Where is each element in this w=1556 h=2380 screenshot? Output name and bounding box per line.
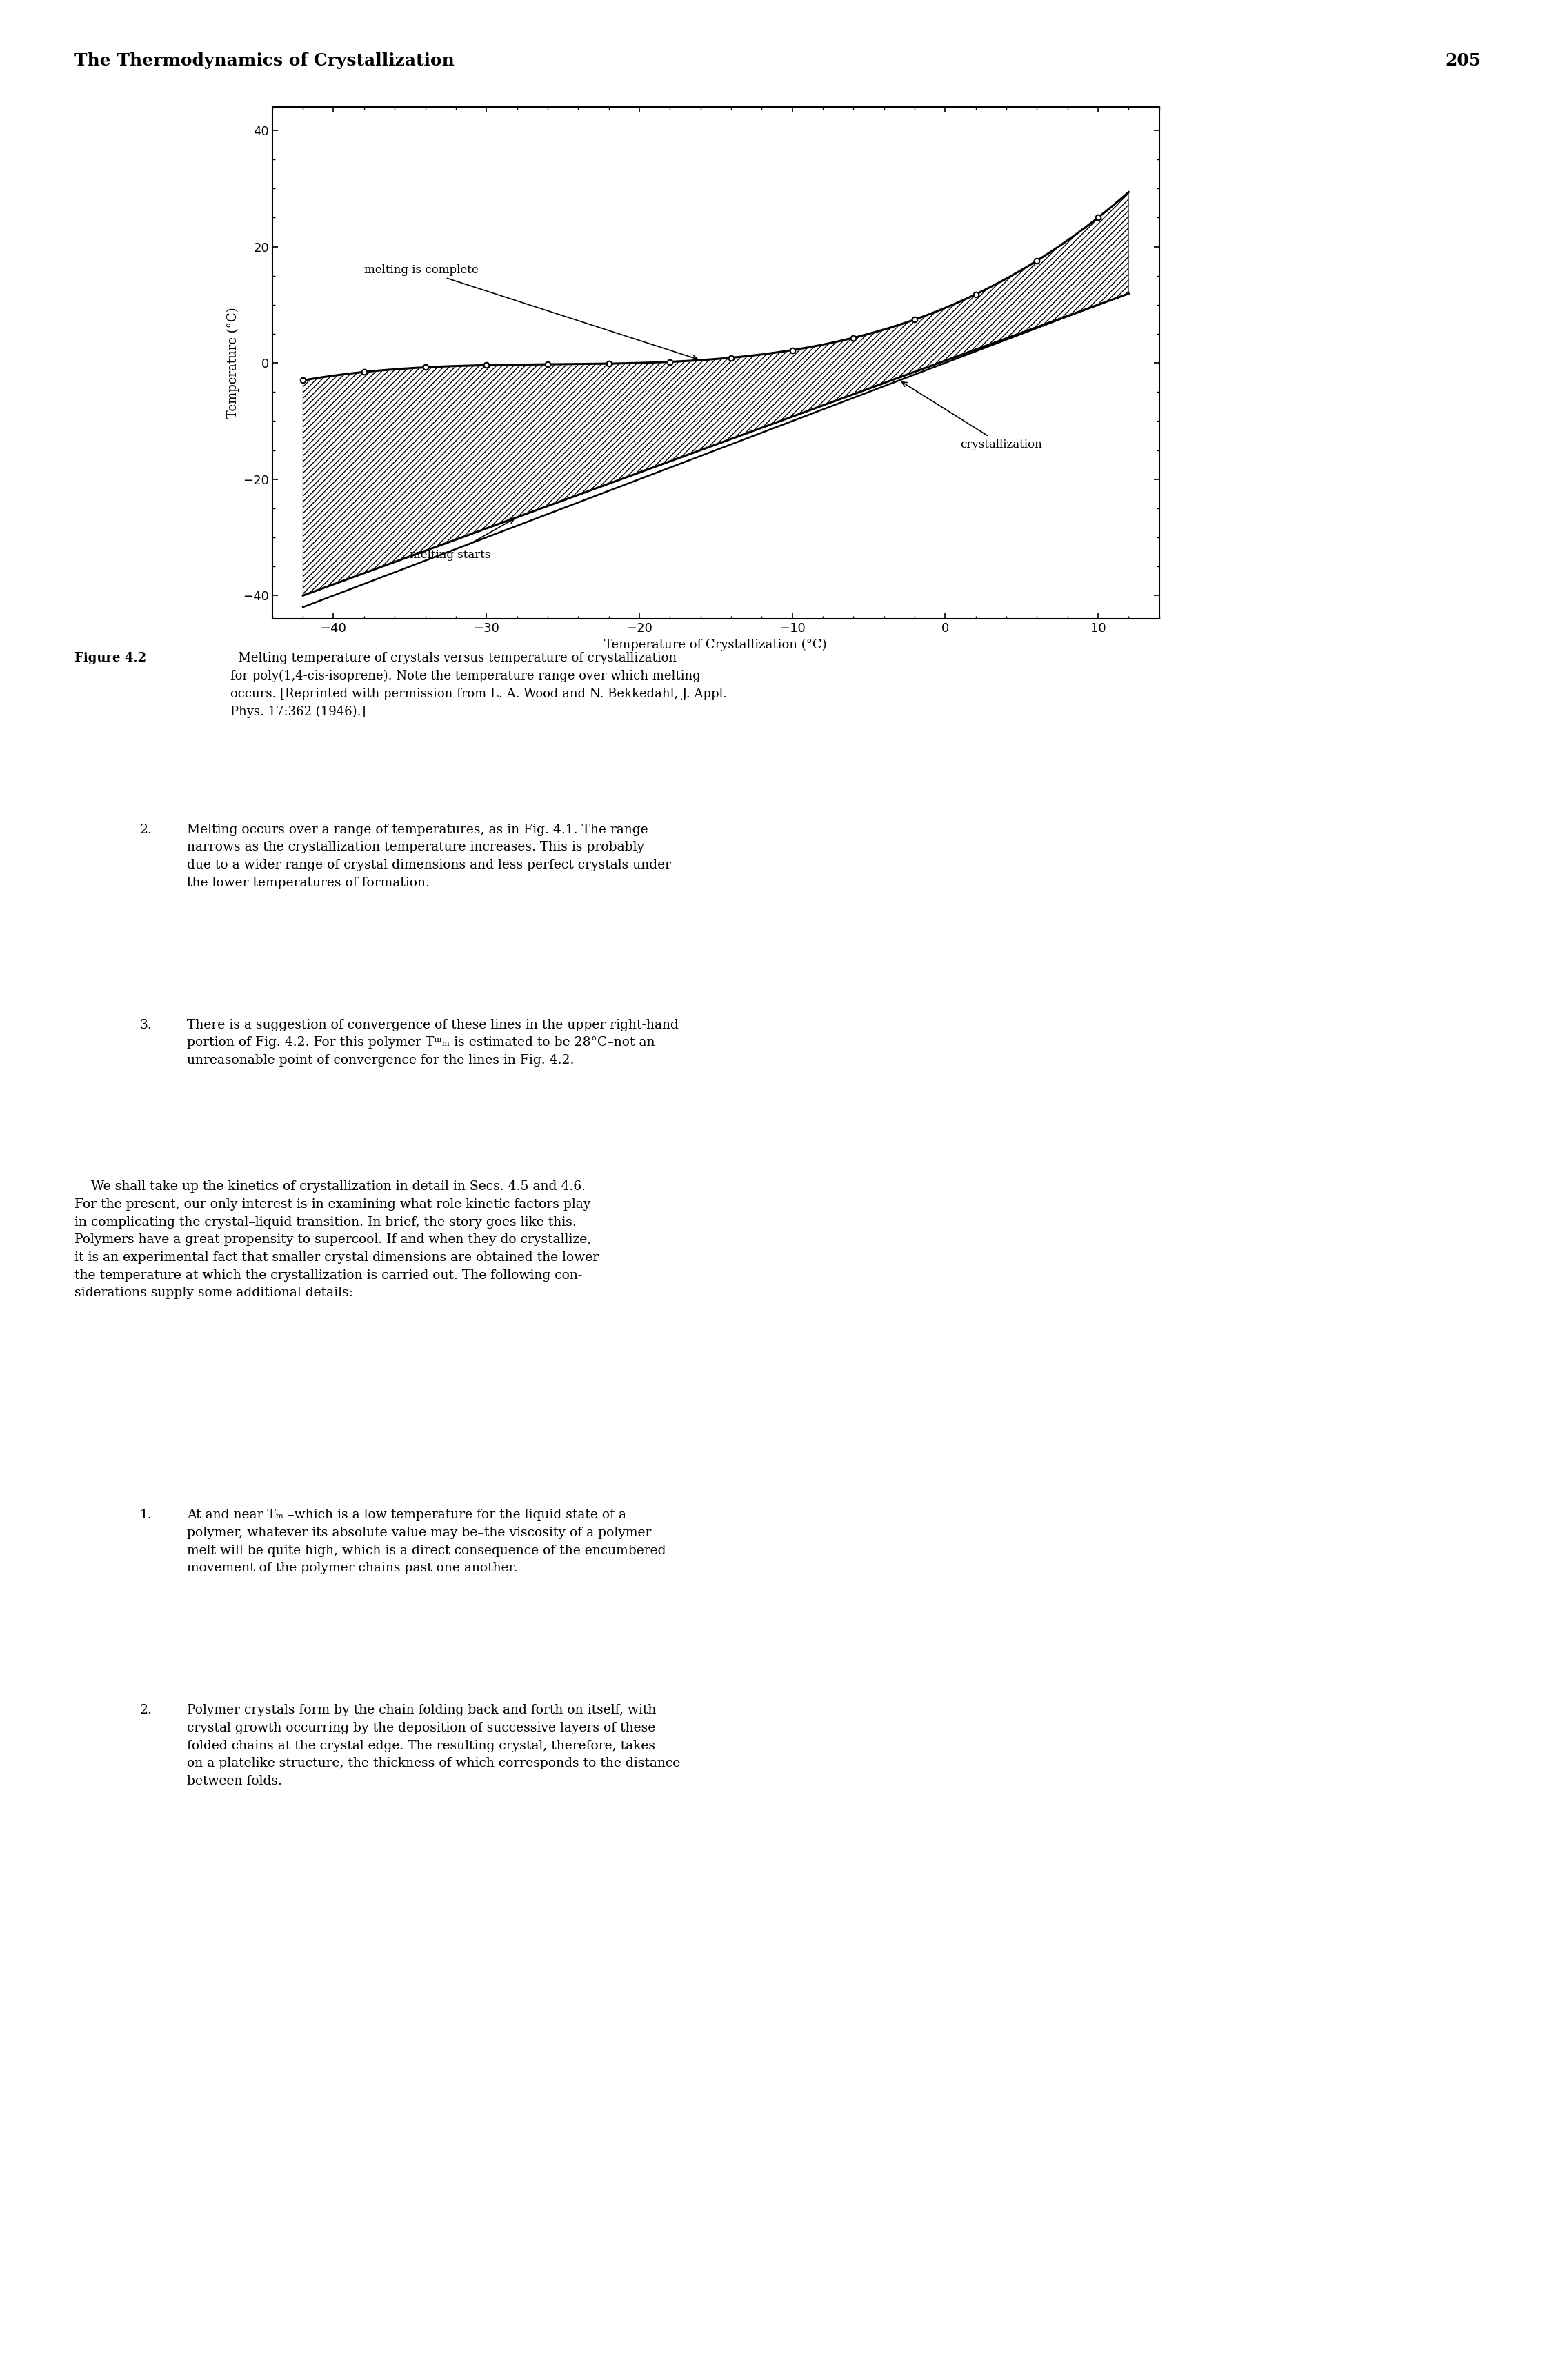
Text: Figure 4.2: Figure 4.2	[75, 652, 146, 664]
Text: Polymer crystals form by the chain folding back and forth on itself, with
crysta: Polymer crystals form by the chain foldi…	[187, 1704, 680, 1787]
Text: At and near Tₘ –which is a low temperature for the liquid state of a
polymer, wh: At and near Tₘ –which is a low temperatu…	[187, 1509, 666, 1576]
Text: crystallization: crystallization	[902, 383, 1043, 450]
Y-axis label: Temperature (°C): Temperature (°C)	[227, 307, 240, 419]
Text: The Thermodynamics of Crystallization: The Thermodynamics of Crystallization	[75, 52, 454, 69]
X-axis label: Temperature of Crystallization (°C): Temperature of Crystallization (°C)	[604, 638, 828, 652]
Text: 1.: 1.	[140, 1509, 152, 1521]
Text: melting is complete: melting is complete	[364, 264, 697, 359]
Text: Melting occurs over a range of temperatures, as in Fig. 4.1. The range
narrows a: Melting occurs over a range of temperatu…	[187, 823, 671, 890]
Text: We shall take up the kinetics of crystallization in detail in Secs. 4.5 and 4.6.: We shall take up the kinetics of crystal…	[75, 1180, 599, 1299]
Text: 2.: 2.	[140, 823, 152, 835]
Text: melting starts: melting starts	[409, 519, 513, 562]
Text: There is a suggestion of convergence of these lines in the upper right-hand
port: There is a suggestion of convergence of …	[187, 1019, 678, 1066]
Text: 205: 205	[1446, 52, 1481, 69]
Text: 2.: 2.	[140, 1704, 152, 1716]
Text: 3.: 3.	[140, 1019, 152, 1031]
Text: Melting temperature of crystals versus temperature of crystallization
for poly(1: Melting temperature of crystals versus t…	[230, 652, 727, 719]
